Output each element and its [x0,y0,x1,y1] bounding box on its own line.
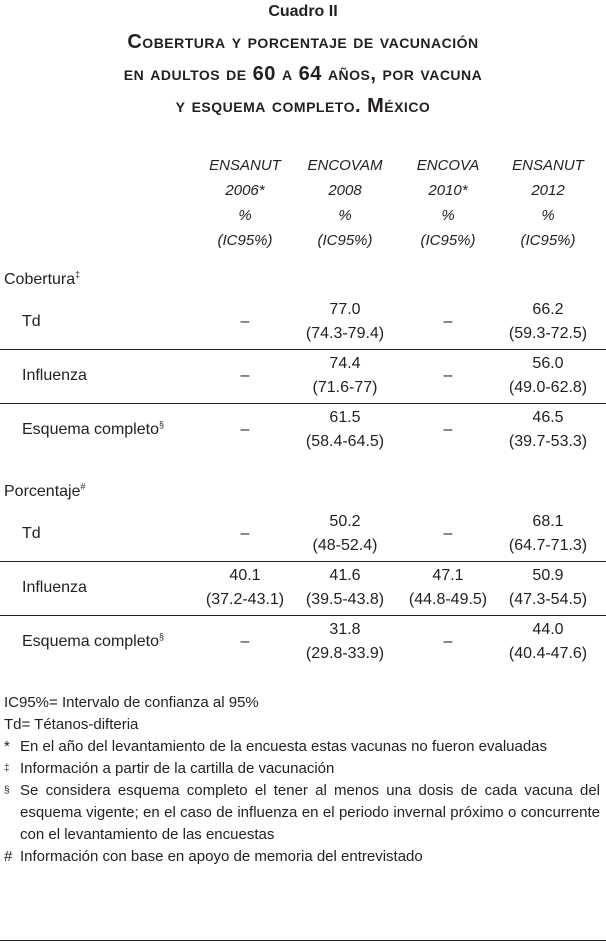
column-header: ENSANUT [209,157,281,174]
column-header: 2010* [428,182,468,199]
footnotes: IC95%= Intervalo de confianza al 95% Td= … [4,692,600,868]
footnote-mark: § [158,419,164,430]
section-label-text: Cobertura [4,271,76,288]
cell-text: – [240,525,250,542]
cell-text: (39.5-43.8) [305,591,385,608]
cell-text: – [443,633,453,650]
footnote-text: Información a partir de la cartilla de v… [20,760,335,777]
cell-text: – [240,313,250,330]
footnote: * En el año del levantamiento de la encue… [4,736,600,758]
row-label: Td [22,312,41,332]
column-header: 2008 [328,182,362,199]
column-header: (IC95%) [420,232,476,249]
row-rule [0,615,606,616]
footnote-text: En el año del levantamiento de la encues… [20,738,548,755]
row-label: Td [22,524,41,544]
cell-text: – [240,367,250,384]
cell-text: (64.7-71.3) [508,537,588,554]
row-label-text: Influenza [22,579,87,596]
footnote-mark: # [80,481,86,492]
footnote-mark: § [158,631,164,642]
row-label-text: Td [22,313,41,330]
section-label-text: Porcentaje [4,483,81,500]
title-line: Cobertura y porcentaje de vacunación [127,31,479,53]
cell-text: (44.8-49.5) [408,591,488,608]
cell-text: – [240,421,250,438]
column-header: (IC95%) [217,232,273,249]
footnote-mark: ‡ [75,269,81,280]
cell-text: 68.1 [532,513,564,530]
row-rule [0,561,606,562]
column-header: % [541,207,555,224]
section-label: Cobertura‡ [4,270,80,290]
title-line: en adultos de 60 a 64 años, por vacuna [123,63,483,85]
cell-text: 40.1 [229,567,261,584]
footnote: § Se considera esquema completo el tener … [4,780,600,846]
footnote: # Información con base en apoyo de memori… [4,846,600,868]
cell-text: 77.0 [329,301,361,318]
row-label: Esquema completo§ [22,420,164,440]
cell-text: 31.8 [329,621,361,638]
column-header: (IC95%) [520,232,576,249]
cell-text: 44.0 [532,621,564,638]
cell-text: 50.2 [329,513,361,530]
row-label: Influenza [22,366,87,386]
cell-text: (58.4-64.5) [305,433,385,450]
section-label: Porcentaje# [4,482,86,502]
footnote-text: Se considera esquema completo el tener a… [20,782,600,843]
cell-text: 74.4 [329,355,361,372]
footnote-symbol: § [4,785,10,796]
cell-text: (47.3-54.5) [508,591,588,608]
footnote-symbol: # [4,848,13,865]
column-header: (IC95%) [317,232,373,249]
column-header: 2006* [225,182,265,199]
column-header: ENCOVAM [307,157,383,174]
cell-text: (49.0-62.8) [508,379,588,396]
column-header: 2012 [531,182,565,199]
column-header: % [338,207,352,224]
cell-text: – [240,633,250,650]
cell-text: – [443,367,453,384]
table-label: Cuadro II [268,3,338,20]
cell-text: 46.5 [532,409,564,426]
column-header: ENSANUT [512,157,584,174]
footnote-symbol: * [4,738,10,755]
row-label-text: Esquema completo [22,421,159,438]
cell-text: 47.1 [432,567,464,584]
cell-text: 66.2 [532,301,564,318]
bottom-rule [0,940,606,941]
row-label-text: Esquema completo [22,633,159,650]
cell-text: 50.9 [532,567,564,584]
cell-text: 56.0 [532,355,564,372]
row-rule [0,349,606,350]
footnote: IC95%= Intervalo de confianza al 95% [4,694,259,711]
cell-text: 41.6 [329,567,361,584]
footnote: ‡ Información a partir de la cartilla de … [4,758,600,780]
cell-text: (39.7-53.3) [508,433,588,450]
row-label: Influenza [22,578,87,598]
cell-text: (59.3-72.5) [508,325,588,342]
cell-text: (71.6-77) [312,379,378,396]
cell-text: (40.4-47.6) [508,645,588,662]
footnote: Td= Tétanos-difteria [4,716,139,733]
title-line: y esquema completo. México [175,95,431,117]
cell-text: (74.3-79.4) [305,325,385,342]
row-label-text: Td [22,525,41,542]
cell-text: (37.2-43.1) [205,591,285,608]
row-rule [0,403,606,404]
column-header: % [441,207,455,224]
column-header: % [238,207,252,224]
cell-text: (29.8-33.9) [305,645,385,662]
column-header: ENCOVA [416,157,480,174]
cell-text: – [443,525,453,542]
footnote-symbol: ‡ [4,763,10,774]
cell-text: – [443,313,453,330]
cell-text: – [443,421,453,438]
row-label: Esquema completo§ [22,632,164,652]
cell-text: 61.5 [329,409,361,426]
row-label-text: Influenza [22,367,87,384]
cell-text: (48-52.4) [312,537,378,554]
footnote-text: Información con base en apoyo de memoria… [20,848,423,865]
